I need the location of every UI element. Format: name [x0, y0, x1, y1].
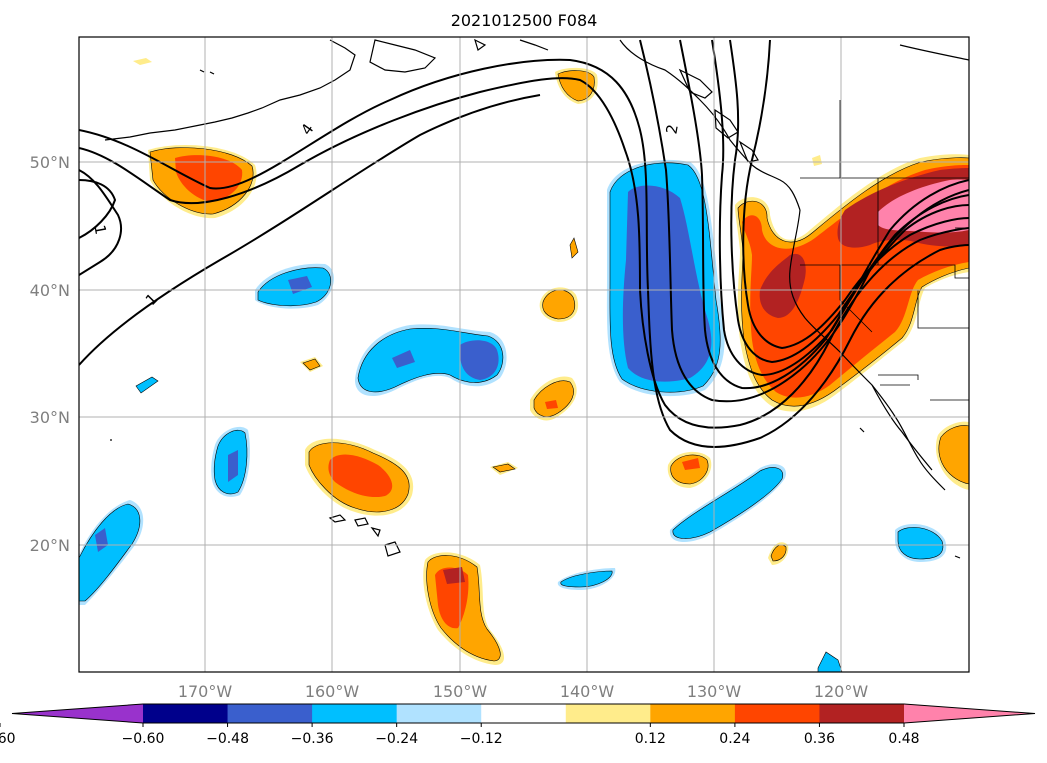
colorbar-bin — [143, 704, 229, 723]
lon-label: 160°W — [305, 682, 360, 701]
contour-label: 2 — [662, 123, 681, 136]
lon-label: 140°W — [560, 682, 615, 701]
colorbar-tick-label: 0.48 — [888, 731, 919, 747]
colorbar-tick-label: −0.12 — [460, 731, 503, 747]
colorbar-extend-low — [12, 704, 143, 723]
lat-label: 50°N — [30, 153, 70, 172]
coastlines — [104, 38, 969, 559]
colorbar-bin — [396, 704, 482, 723]
lat-label: 30°N — [30, 408, 70, 427]
lon-label: 150°W — [433, 682, 488, 701]
colorbar-tick-label: −0.36 — [291, 731, 334, 747]
lon-label: 120°W — [814, 682, 869, 701]
colorbar-tick-label: −0.60 — [122, 731, 165, 747]
colorbar-tick-label: 0.36 — [804, 731, 835, 747]
map-area: 4 1 1 2 — [79, 37, 969, 672]
colorbar-extend-high — [904, 704, 1035, 723]
colorbar-bin — [565, 704, 651, 723]
colorbar-bin — [650, 704, 736, 723]
map-title: 2021012500 F084 — [451, 11, 598, 30]
height-contours — [79, 39, 969, 448]
contour-label: 1 — [90, 223, 109, 236]
colorbar-tick-label: 0.60 — [0, 731, 16, 747]
colorbar-tick-label: −0.48 — [206, 731, 249, 747]
colorbar-bin — [227, 704, 313, 723]
political-borders — [800, 100, 969, 401]
colorbar: −0.60 −0.48 −0.36 −0.24 −0.12 0.12 0.24 0.36 0.4… — [0, 703, 1036, 747]
colorbar-bin — [734, 704, 820, 723]
colorbar-tick-label: 0.24 — [719, 731, 750, 747]
lat-lon-grid — [79, 37, 969, 672]
lat-label: 20°N — [30, 536, 70, 555]
lon-label: 170°W — [178, 682, 233, 701]
lat-label: 40°N — [30, 281, 70, 300]
colorbar-bin — [819, 704, 905, 723]
latitude-labels: 50°N 40°N 30°N 20°N — [30, 153, 70, 555]
colorbar-bin — [312, 704, 398, 723]
colorbar-bin — [481, 704, 567, 723]
colorbar-tick-label: −0.24 — [375, 731, 418, 747]
colorbar-tick-label: 0.12 — [635, 731, 666, 747]
longitude-labels: 170°W 160°W 150°W 140°W 130°W 120°W — [178, 682, 869, 701]
lon-label: 130°W — [687, 682, 742, 701]
map-frame — [78, 36, 970, 673]
